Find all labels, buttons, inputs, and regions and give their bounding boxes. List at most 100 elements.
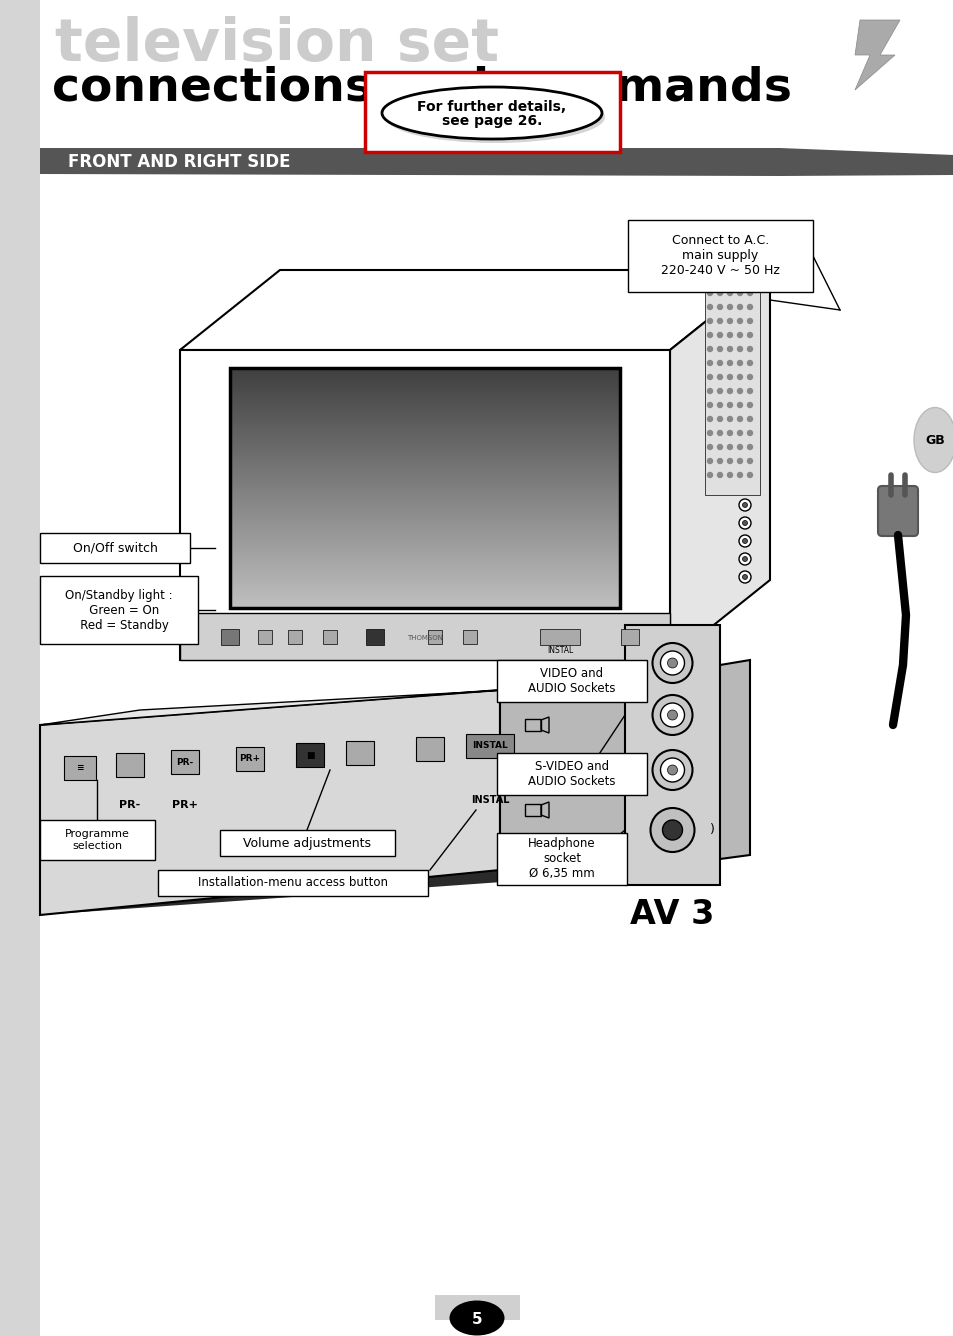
Text: GB: GB: [924, 433, 943, 446]
Bar: [230, 472, 619, 474]
Text: INSTAL: INSTAL: [546, 647, 573, 655]
Bar: [230, 502, 619, 505]
Circle shape: [707, 389, 712, 394]
Circle shape: [727, 458, 732, 464]
Bar: [230, 406, 619, 409]
Polygon shape: [40, 685, 599, 725]
Bar: [230, 580, 619, 582]
Ellipse shape: [381, 87, 601, 139]
Text: S-VIDEO and
AUDIO Sockets: S-VIDEO and AUDIO Sockets: [528, 760, 615, 788]
Bar: [230, 410, 619, 413]
Circle shape: [737, 458, 741, 464]
Bar: [230, 520, 619, 522]
Bar: [230, 482, 619, 485]
Bar: [230, 540, 619, 542]
Circle shape: [727, 290, 732, 295]
Bar: [230, 514, 619, 517]
Circle shape: [727, 417, 732, 421]
Text: On/Off switch: On/Off switch: [72, 541, 157, 554]
Text: Programme
selection: Programme selection: [65, 830, 130, 851]
Circle shape: [727, 445, 732, 449]
Circle shape: [717, 361, 721, 366]
Bar: [230, 584, 619, 587]
Bar: [230, 570, 619, 573]
Bar: [230, 530, 619, 533]
Bar: [230, 474, 619, 477]
Text: PR+: PR+: [172, 800, 197, 810]
Circle shape: [727, 389, 732, 394]
Bar: [230, 582, 619, 585]
Circle shape: [747, 318, 752, 323]
Bar: [230, 600, 619, 603]
Circle shape: [707, 290, 712, 295]
Circle shape: [739, 500, 750, 510]
Bar: [366, 628, 384, 644]
Polygon shape: [499, 660, 749, 875]
Polygon shape: [0, 0, 40, 1336]
Bar: [704, 285, 760, 496]
Text: PR-: PR-: [176, 758, 193, 767]
Bar: [416, 737, 443, 760]
Bar: [230, 510, 619, 513]
Bar: [539, 628, 579, 644]
Ellipse shape: [913, 407, 953, 473]
Circle shape: [737, 445, 741, 449]
Polygon shape: [669, 270, 769, 660]
Circle shape: [727, 305, 732, 310]
Bar: [230, 436, 619, 438]
Bar: [524, 719, 540, 731]
Bar: [435, 1295, 519, 1320]
Bar: [230, 375, 619, 378]
Circle shape: [741, 502, 747, 508]
Circle shape: [747, 402, 752, 407]
Bar: [462, 629, 476, 644]
Bar: [230, 552, 619, 554]
Bar: [230, 607, 619, 608]
Circle shape: [737, 290, 741, 295]
Bar: [40, 576, 198, 644]
Circle shape: [737, 374, 741, 379]
Bar: [230, 403, 619, 406]
Bar: [230, 379, 619, 382]
Circle shape: [747, 417, 752, 421]
Bar: [257, 629, 272, 644]
Bar: [64, 756, 96, 780]
Text: THOMSON: THOMSON: [407, 636, 442, 641]
Bar: [230, 415, 619, 418]
Bar: [230, 438, 619, 441]
Bar: [180, 613, 669, 660]
Circle shape: [739, 570, 750, 582]
Bar: [230, 566, 619, 569]
Circle shape: [717, 346, 721, 351]
Bar: [230, 390, 619, 393]
Bar: [230, 562, 619, 565]
Bar: [230, 462, 619, 465]
Circle shape: [707, 374, 712, 379]
Circle shape: [737, 402, 741, 407]
Bar: [230, 603, 619, 604]
Circle shape: [652, 643, 692, 683]
Bar: [220, 830, 395, 856]
Circle shape: [667, 709, 677, 720]
Bar: [230, 592, 619, 595]
Bar: [230, 370, 619, 373]
Ellipse shape: [449, 1300, 504, 1336]
Bar: [180, 350, 669, 660]
Circle shape: [717, 318, 721, 323]
Bar: [171, 749, 199, 774]
Bar: [465, 733, 514, 758]
Polygon shape: [40, 148, 953, 176]
Bar: [230, 484, 619, 486]
Bar: [230, 486, 619, 489]
Bar: [230, 476, 619, 478]
Circle shape: [727, 361, 732, 366]
Bar: [230, 452, 619, 454]
Circle shape: [707, 305, 712, 310]
Circle shape: [652, 749, 692, 790]
Bar: [230, 528, 619, 530]
Circle shape: [717, 290, 721, 295]
Bar: [230, 478, 619, 481]
Bar: [230, 546, 619, 549]
Circle shape: [741, 521, 747, 525]
Bar: [230, 394, 619, 397]
